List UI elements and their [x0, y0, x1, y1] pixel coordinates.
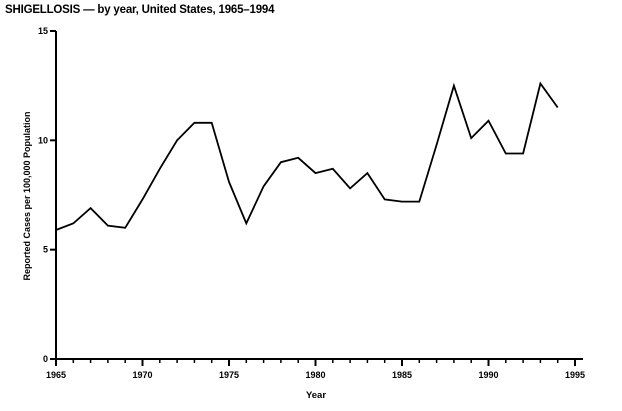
data-line-shigellosis [55, 81, 559, 231]
x-tick-label: 1970 [132, 370, 152, 380]
x-tick-label: 1975 [219, 370, 239, 380]
x-tick-label: 1985 [392, 370, 412, 380]
x-tick-label: 1995 [565, 370, 585, 380]
y-tick-label: 5 [43, 245, 48, 255]
y-tick-label: 0 [43, 354, 48, 364]
chart-title: SHIGELLOSIS — by year, United States, 19… [5, 4, 275, 16]
y-tick-label: 15 [38, 26, 48, 36]
x-tick-label: 1980 [305, 370, 325, 380]
x-tick-label: 1965 [46, 370, 66, 380]
x-tick-label: 1990 [478, 370, 498, 380]
y-tick-label: 10 [38, 135, 48, 145]
x-axis-title: Year [305, 390, 327, 401]
